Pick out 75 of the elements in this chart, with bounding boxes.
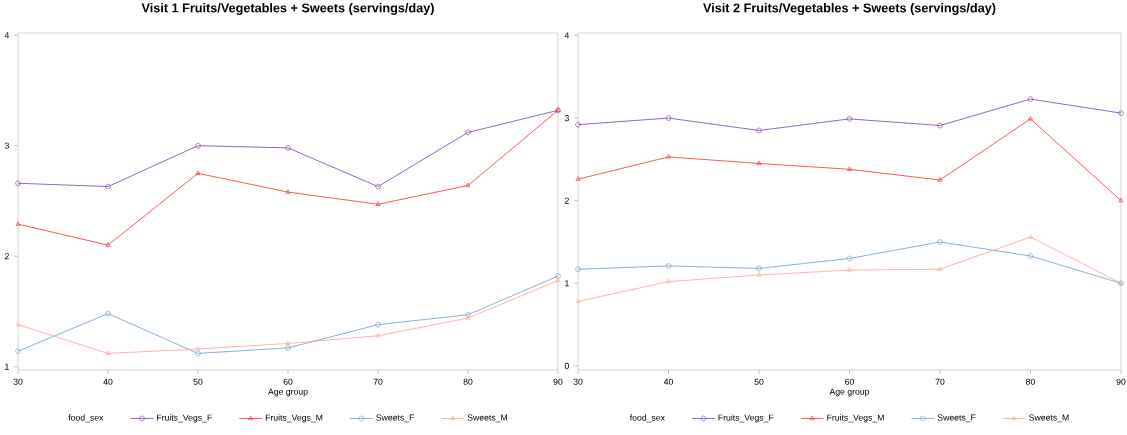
point: [937, 122, 943, 129]
point: [465, 129, 471, 136]
point: [285, 345, 291, 351]
legend-label: Fruits_Vegs_M: [265, 414, 323, 423]
y-tick-label: 2: [4, 253, 9, 260]
point: [756, 265, 762, 272]
x-tick-label: 70: [373, 378, 383, 385]
point: [375, 321, 381, 328]
x-tick-label: 40: [103, 378, 113, 385]
x-tick-label: 30: [573, 378, 583, 385]
legend-title: food_sex: [68, 414, 104, 423]
x-tick-label: 90: [553, 378, 563, 385]
point: [665, 115, 672, 121]
y-tick-label: 2: [564, 197, 569, 204]
point: [105, 310, 111, 317]
point: [195, 346, 201, 351]
point: [465, 182, 471, 188]
point: [285, 145, 291, 151]
point: [937, 239, 943, 245]
y-tick-label: 1: [5, 363, 9, 370]
y-tick-label: 3: [4, 142, 9, 149]
point: [666, 278, 671, 284]
point: [375, 201, 381, 206]
x-axis-title: Age group: [829, 388, 870, 397]
point: [1028, 234, 1033, 239]
point: [1027, 253, 1034, 259]
y-tick-label: 0: [564, 362, 569, 369]
point: [285, 189, 291, 194]
point: [105, 350, 111, 355]
x-tick-label: 30: [13, 378, 23, 385]
point: [1027, 96, 1034, 102]
y-tick-label: 3: [564, 115, 569, 122]
point: [756, 272, 762, 277]
y-tick-label: 4: [564, 32, 570, 39]
legend-label: Fruits_Vegs_F: [157, 414, 212, 423]
legend-title: food_sex: [629, 414, 665, 423]
point: [375, 332, 381, 338]
x-tick-label: 60: [283, 378, 293, 385]
point: [1028, 116, 1033, 121]
point: [105, 242, 111, 247]
x-tick-label: 80: [1026, 378, 1035, 385]
x-tick-label: 50: [754, 378, 764, 385]
x-tick-label: 50: [193, 378, 203, 385]
x-tick-label: 80: [463, 378, 473, 385]
x-axis-title: Age group: [268, 388, 308, 397]
legend-label: Sweets_F: [937, 414, 976, 423]
point: [847, 267, 852, 272]
chart-title: Visit 2 Fruits/Vegetables + Sweets (servings/day): [703, 3, 996, 15]
point: [846, 255, 853, 262]
legend-label: Sweets_M: [467, 414, 507, 423]
legend-label: Fruits_Vegs_M: [827, 414, 884, 423]
point: [756, 127, 762, 134]
point: [847, 166, 852, 171]
legend-label: Sweets_M: [1029, 414, 1069, 423]
point: [846, 116, 853, 122]
point: [195, 170, 201, 175]
y-tick-label: 1: [565, 280, 569, 287]
point: [195, 142, 201, 149]
point: [665, 263, 672, 269]
point: [375, 183, 381, 190]
point: [195, 350, 201, 357]
chart-title: Visit 1 Fruits/Vegetables + Sweets (servings/day): [141, 3, 434, 15]
x-tick-label: 70: [935, 378, 945, 385]
point: [285, 340, 291, 346]
legend-label: Sweets_F: [376, 414, 414, 423]
point: [937, 177, 943, 182]
point: [756, 160, 762, 166]
y-tick-label: 4: [4, 32, 10, 39]
x-tick-label: 90: [1116, 378, 1126, 385]
point: [666, 154, 671, 159]
x-tick-label: 60: [845, 378, 854, 385]
legend-label: Fruits_Vegs_F: [718, 414, 774, 423]
x-tick-label: 40: [663, 378, 673, 385]
point: [105, 183, 111, 190]
point: [937, 266, 943, 271]
